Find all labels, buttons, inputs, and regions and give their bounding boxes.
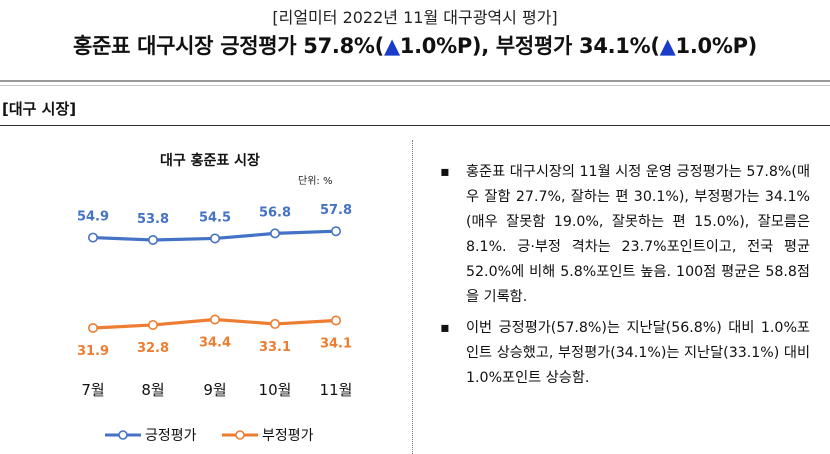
bullet-square-icon: ▪ [440, 164, 450, 180]
chart-title: 대구 홍준표 시장 [160, 153, 260, 169]
headline-part-end: 1.0%P) [675, 34, 758, 58]
data-point-positive [269, 228, 280, 239]
summary-bullets: ▪ 홍준표 대구시장의 11월 시정 운영 긍정평가는 57.8%(매우 잘함 2… [440, 160, 810, 397]
legend-label-positive: 긍정평가 [145, 428, 197, 444]
data-label-negative: 34.4 [199, 336, 231, 351]
data-point-negative [210, 314, 221, 325]
bullet-text: 홍준표 대구시장의 11월 시정 운영 긍정평가는 57.8%(매우 잘함 27… [466, 164, 810, 305]
headline-part-negative: 1.0%P), 부정평가 34.1%( [399, 34, 660, 58]
data-label-negative: 32.8 [137, 341, 169, 356]
data-point-negative [88, 323, 99, 334]
data-label-positive: 56.8 [259, 205, 291, 220]
headline-part-positive: 홍준표 대구시장 긍정평가 57.8%( [73, 34, 384, 58]
section-rule [0, 125, 830, 126]
bullet-text: 이번 긍정평가(57.8%)는 지난달(56.8%) 대비 1.0%포인트 상승… [466, 320, 810, 386]
report-top-label: [리얼미터 2022년 11월 대구광역시 평가] [272, 8, 558, 27]
column-divider [412, 140, 413, 454]
data-point-negative [148, 319, 159, 330]
bullet-square-icon: ▪ [440, 320, 450, 336]
bullet-item: ▪ 이번 긍정평가(57.8%)는 지난달(56.8%) 대비 1.0%포인트 상… [440, 316, 810, 391]
up-triangle-icon: ▲ [659, 34, 676, 58]
headline: 홍준표 대구시장 긍정평가 57.8%(▲1.0%P), 부정평가 34.1%(… [0, 30, 830, 60]
data-label-negative: 33.1 [259, 340, 291, 355]
data-label-positive: 54.9 [77, 210, 109, 225]
legend-marker-positive [118, 430, 128, 440]
section-title: [대구 시장] [2, 100, 77, 118]
x-tick-label: 7월 [81, 381, 104, 399]
data-point-positive [330, 226, 341, 237]
header-rule [0, 80, 830, 82]
data-label-positive: 54.5 [199, 210, 231, 225]
x-tick-label: 8월 [141, 381, 164, 399]
header-rule-thin [0, 85, 830, 86]
line-chart: 54.9 53.8 54.5 56.8 57.8 31.9 32.8 34.4 33.1 34.1… [77, 203, 353, 444]
up-triangle-icon: ▲ [383, 34, 400, 58]
legend-marker-negative [235, 430, 245, 440]
data-label-negative: 31.9 [77, 344, 109, 359]
data-label-negative: 34.1 [320, 337, 352, 352]
chart-unit-label: 단위: % [298, 176, 333, 187]
data-label-positive: 57.8 [320, 203, 352, 218]
data-point-positive [210, 233, 221, 244]
x-tick-label: 10월 [259, 381, 292, 399]
bullet-item: ▪ 홍준표 대구시장의 11월 시정 운영 긍정평가는 57.8%(매우 잘함 2… [440, 160, 810, 310]
x-tick-label: 11월 [320, 381, 353, 399]
data-point-negative [330, 315, 341, 326]
data-point-negative [269, 318, 280, 329]
data-point-positive [148, 235, 159, 246]
legend-label-negative: 부정평가 [262, 428, 314, 444]
x-tick-label: 9월 [203, 381, 226, 399]
data-label-positive: 53.8 [137, 212, 169, 227]
data-point-positive [88, 232, 99, 243]
